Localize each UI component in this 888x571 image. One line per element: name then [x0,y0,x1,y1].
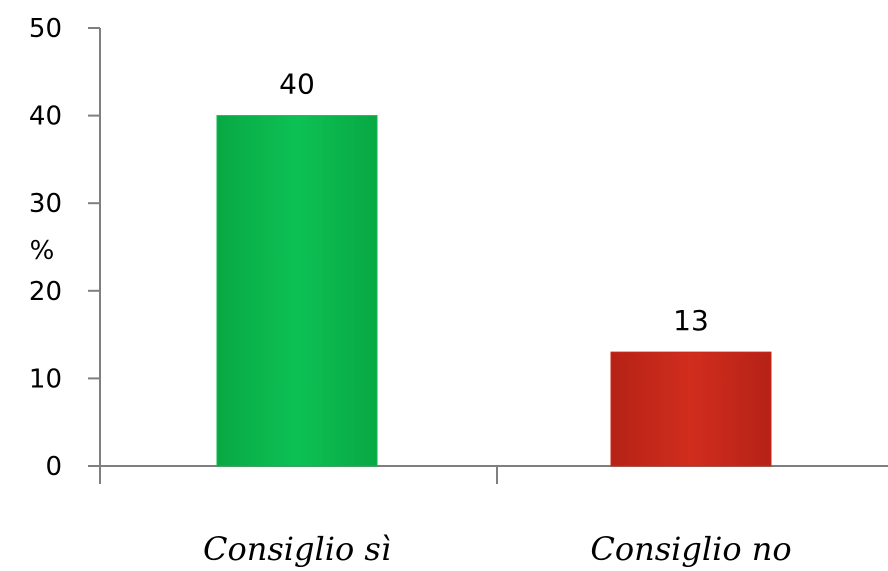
category-label-1: Consiglio sì [203,530,391,568]
y-tick-label: 30 [29,189,62,219]
data-labels: 40 13 [279,68,709,338]
y-tick-label: 0 [45,452,62,482]
y-ticks: 0 10 20 30 40 50 [29,14,100,482]
y-tick-label: 40 [29,102,62,132]
category-label-2: Consiglio no [590,530,791,568]
data-label-2: 13 [673,304,709,337]
y-tick-label: 10 [29,364,62,394]
category-labels: Consiglio sì Consiglio no [203,530,792,568]
data-label-1: 40 [279,68,315,101]
bar-1 [216,115,378,467]
y-tick-label: 50 [29,14,62,44]
bar-2 [610,351,772,467]
y-tick-label: 20 [29,277,62,307]
y-axis-title: % [30,236,55,266]
bars [216,115,772,467]
